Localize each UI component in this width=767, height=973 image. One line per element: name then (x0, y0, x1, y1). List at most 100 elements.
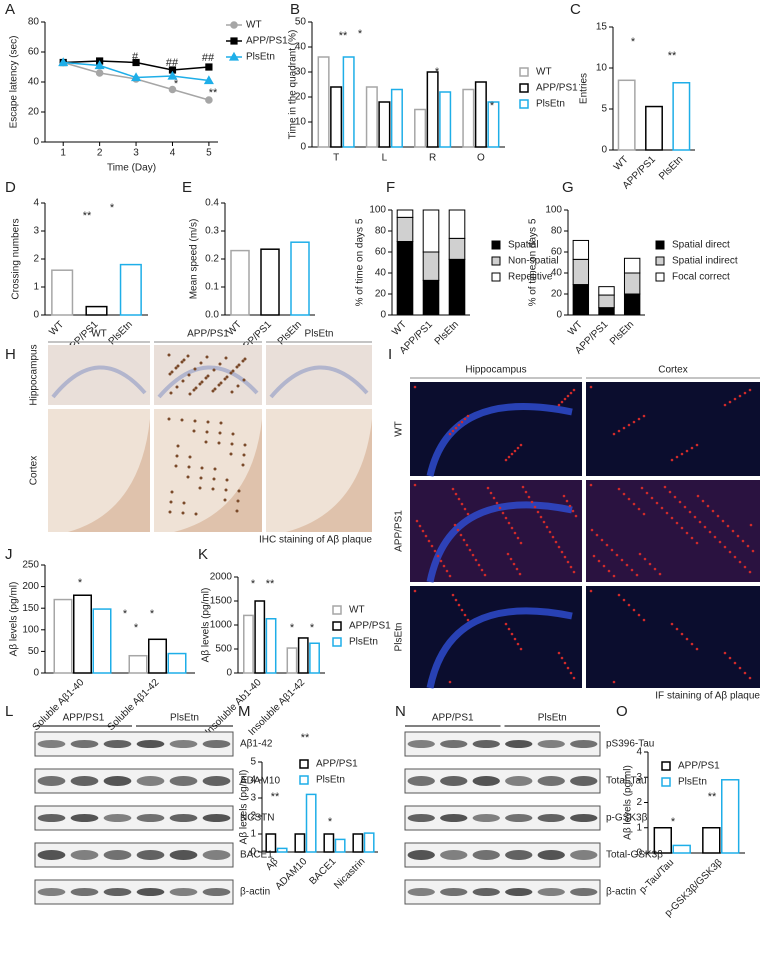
plaque (571, 509, 575, 513)
plaque (188, 455, 192, 459)
plaque (566, 394, 570, 398)
significance: * (134, 622, 139, 634)
plaque (524, 490, 528, 494)
panel-letter: D (5, 179, 16, 196)
plaque (242, 378, 246, 382)
plaque (513, 449, 517, 453)
plaque (566, 666, 570, 670)
plaque (605, 543, 609, 547)
bar (334, 838, 346, 853)
x-tick-label: L (382, 153, 388, 164)
plaque (728, 400, 732, 404)
x-tick-label: PlsEtn (276, 319, 304, 347)
plaque (670, 458, 674, 462)
plaque (456, 528, 460, 532)
x-tick-label: O (477, 153, 485, 164)
band (407, 740, 435, 748)
plaque (169, 391, 173, 395)
bar-segment (396, 209, 414, 218)
plaque (622, 598, 626, 602)
plaque (695, 541, 699, 545)
band (202, 814, 231, 822)
band (103, 888, 132, 896)
plaque (236, 384, 240, 388)
y-tick-label: 0 (33, 310, 39, 321)
plaque (504, 516, 508, 520)
plaque (685, 531, 689, 535)
blot (34, 842, 234, 868)
significance: * (328, 816, 333, 828)
significance: ** (708, 791, 717, 803)
blot (404, 879, 601, 905)
plaque (223, 377, 227, 381)
panel-letter: G (562, 179, 574, 196)
legend-label: PlsEtn (349, 637, 378, 648)
plaque (675, 521, 679, 525)
bar (672, 844, 691, 854)
band (570, 814, 598, 822)
plaque (169, 500, 173, 504)
plaque (463, 613, 467, 617)
y-tick-label: 1 (636, 822, 642, 833)
plaque (421, 529, 425, 533)
plaque (174, 464, 178, 468)
plaque (176, 364, 180, 368)
band (570, 776, 598, 786)
plaque (733, 555, 737, 559)
significance: * (490, 100, 495, 112)
plaque (182, 501, 186, 505)
plaque (465, 543, 469, 547)
band (537, 814, 565, 822)
significance: * (290, 622, 295, 634)
y-tick-label: 2000 (210, 572, 233, 583)
y-tick-label: 20 (551, 289, 563, 300)
plaque (463, 417, 467, 421)
plaque (738, 394, 742, 398)
plaque (622, 426, 626, 430)
legend-swatch (332, 621, 342, 631)
plaque (513, 531, 517, 535)
bar (260, 248, 280, 316)
x-tick-label: WT (612, 154, 631, 173)
plaque (515, 567, 519, 571)
y-tick-label: 30 (295, 67, 307, 78)
plaque (590, 528, 594, 532)
group-label: APP/PS1 (432, 713, 474, 724)
plaque (448, 680, 452, 684)
band (570, 740, 598, 748)
significance: ** (668, 50, 677, 62)
row-label: NCSTN (240, 813, 274, 824)
y-tick-label: 5 (601, 104, 607, 115)
bar (363, 832, 375, 853)
y-tick-label: 2 (250, 811, 256, 822)
blot (404, 842, 601, 868)
x-tick-label: PlsEtn (433, 319, 461, 347)
plaque (225, 478, 229, 482)
marker (228, 51, 240, 61)
plaque (466, 512, 470, 516)
bar (167, 652, 187, 674)
tissue (286, 419, 372, 532)
plaque (721, 519, 725, 523)
band (407, 888, 435, 896)
plaque (680, 632, 684, 636)
band (37, 814, 66, 822)
plaque (516, 642, 520, 646)
plaque (241, 359, 245, 363)
legend-label: Focal correct (672, 272, 730, 283)
plaque (622, 492, 626, 496)
band (37, 888, 66, 896)
group-label: PlsEtn (170, 713, 199, 724)
y-axis-label: % of time on days 5 (355, 218, 366, 306)
plaque (442, 564, 446, 568)
band (169, 850, 198, 860)
blot (34, 731, 234, 757)
plaque (711, 509, 715, 513)
bar (414, 108, 427, 148)
bar (73, 594, 92, 674)
significance: * (671, 816, 676, 828)
bar-segment (448, 258, 466, 316)
y-tick-label: 0.3 (205, 226, 219, 237)
plaque (625, 563, 629, 567)
legend-swatch (519, 99, 529, 109)
